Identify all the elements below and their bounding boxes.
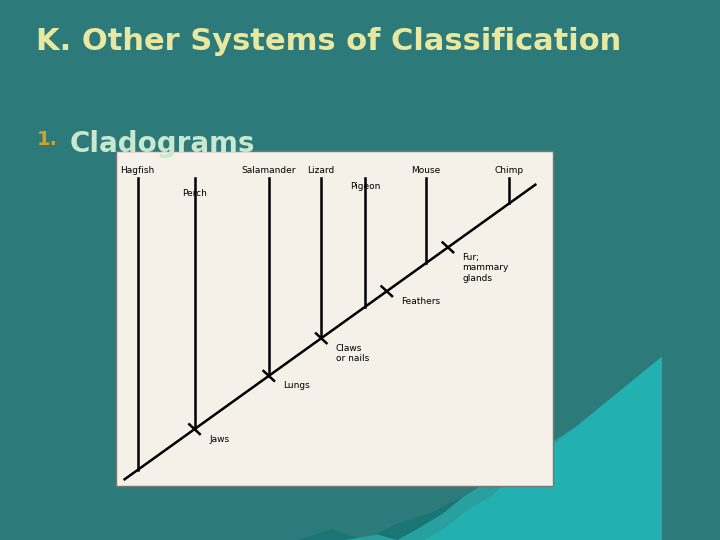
Text: Pigeon: Pigeon [350, 183, 380, 191]
Text: Mouse: Mouse [411, 166, 441, 174]
Text: Perch: Perch [182, 189, 207, 198]
Text: Lizard: Lizard [307, 166, 335, 174]
Polygon shape [397, 356, 662, 540]
Text: Chimp: Chimp [495, 166, 523, 174]
Text: Feathers: Feathers [401, 296, 441, 306]
Text: K. Other Systems of Classification: K. Other Systems of Classification [37, 27, 621, 56]
Text: Salamander: Salamander [241, 166, 296, 174]
Text: 1.: 1. [37, 130, 58, 148]
Text: Hagfish: Hagfish [120, 166, 155, 174]
Text: Cladograms: Cladograms [70, 130, 255, 158]
Polygon shape [344, 378, 662, 540]
Text: Lungs: Lungs [284, 381, 310, 390]
Polygon shape [298, 421, 662, 540]
Text: Fur;
mammary
glands: Fur; mammary glands [462, 253, 509, 282]
Text: Jaws: Jaws [209, 435, 229, 443]
FancyBboxPatch shape [116, 151, 553, 486]
Text: Claws
or nails: Claws or nails [336, 343, 369, 363]
